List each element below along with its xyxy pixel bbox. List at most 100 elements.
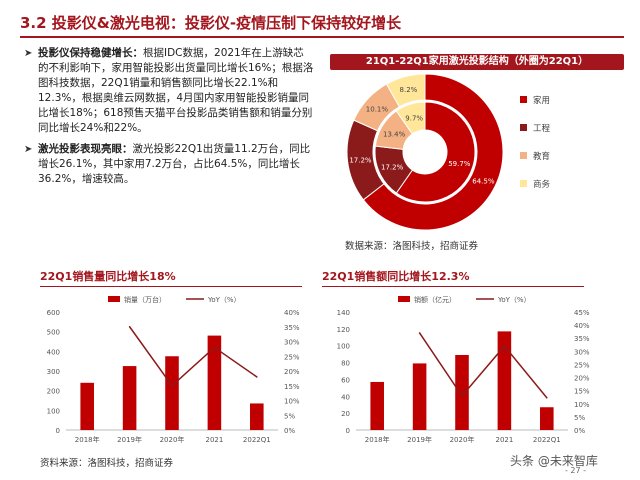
yoy-point <box>256 376 258 378</box>
bullet-heading: 激光投影表现亮眼： <box>38 143 133 155</box>
page-number: - 27 - <box>565 466 587 475</box>
y-tick-label: 0 <box>346 427 350 435</box>
y2-tick-label: 35% <box>574 335 590 343</box>
legend-label: YoY（%） <box>497 296 531 304</box>
y2-tick-label: 30% <box>284 339 300 347</box>
bullet-body: 激光投影22Q1出货量11.2万台，同比增长26.1%，其中家用7.2万台，占比… <box>38 143 311 185</box>
title-divider <box>20 36 624 38</box>
bullet-item: ➤ 激光投影表现亮眼：激光投影22Q1出货量11.2万台，同比增长26.1%，其… <box>24 142 314 187</box>
donut-data-label: 9.7% <box>405 115 423 123</box>
pie-source: 数据来源：洛图科技，招商证券 <box>345 241 479 252</box>
y-tick-label: 100 <box>47 407 60 415</box>
legend-label: 家用 <box>533 95 550 106</box>
y-tick-label: 400 <box>47 348 60 356</box>
legend-swatch-bar <box>108 296 120 302</box>
donut-data-label: 17.2% <box>381 164 404 172</box>
legend-label: 教育 <box>533 151 550 162</box>
y-tick-label: 500 <box>47 329 60 337</box>
bar-2022Q1 <box>540 407 554 430</box>
footer-source: 资料来源：洛图科技，招商证券 <box>40 458 174 469</box>
legend-swatch-bar <box>398 296 410 302</box>
y-tick-label: 200 <box>47 388 60 396</box>
pie-chart-header: 21Q1-22Q1家用激光投影结构（外圈为22Q1） <box>330 54 624 70</box>
legend-label: 商务 <box>533 179 551 190</box>
y-tick-label: 60 <box>341 376 350 384</box>
legend-swatch <box>520 124 527 131</box>
volume-chart-svg: 销量（万台） YoY（%） 0 100 200 300 400 500 600 0% 5% 10% 15… <box>47 295 300 444</box>
y-tick-label: 600 <box>47 309 60 317</box>
x-tick-label: 2021 <box>205 436 223 444</box>
y-tick-label: 100 <box>337 343 350 351</box>
revenue-chart-svg: 销额（亿元） YoY（%） 0 20 40 60 80 100 120 140 0% 5% 10% 15%… <box>337 295 590 444</box>
y2-tick-label: 15% <box>284 383 300 391</box>
donut-data-label: 8.2% <box>400 86 418 94</box>
yoy-point <box>213 346 216 349</box>
y-tick-label: 120 <box>337 326 350 334</box>
x-tick-label: 2019年 <box>117 435 142 444</box>
yoy-line <box>128 326 258 387</box>
donut-slice-商务 <box>385 73 426 108</box>
yoy-point <box>418 332 421 334</box>
legend-label: YoY（%） <box>207 296 241 304</box>
legend-swatch <box>520 180 527 187</box>
y2-tick-label: 30% <box>574 348 590 356</box>
bar-2022Q1 <box>250 403 264 430</box>
yoy-point <box>128 325 131 328</box>
x-tick-label: 2020年 <box>160 435 185 444</box>
donut-slice-家用 <box>395 101 476 203</box>
y-tick-label: 300 <box>47 368 60 376</box>
x-tick-label: 2018年 <box>75 435 100 444</box>
chart-title-volume: 22Q1销售量同比增长18% <box>40 270 176 283</box>
bar-2019年 <box>412 363 427 430</box>
yoy-point <box>461 395 463 397</box>
bar-2019年 <box>122 366 137 430</box>
donut-data-label: 10.1% <box>366 105 389 113</box>
bar-2021 <box>207 335 222 430</box>
bar-2018年 <box>80 382 94 430</box>
pie-chart: 64.5% 17.2% 10.1% 8.2% 59.7% 17.2% 13.4% 9.7% 家用… <box>330 72 624 232</box>
watermark: 头条 @未来智库 <box>510 454 598 468</box>
donut-chart-svg: 64.5% 17.2% 10.1% 8.2% 59.7% 17.2% 13.4% 9.7% 家用… <box>346 73 551 231</box>
bar-2020年 <box>455 354 469 430</box>
chart-divider <box>40 286 302 287</box>
x-tick-label: 2022Q1 <box>243 436 271 444</box>
y-tick-label: 40 <box>341 393 350 401</box>
y2-tick-label: 5% <box>574 414 585 422</box>
y2-tick-label: 20% <box>284 368 300 376</box>
y2-tick-label: 20% <box>574 375 590 383</box>
yoy-point <box>171 384 173 387</box>
bar-2020年 <box>165 356 179 430</box>
arrow-bullet-icon: ➤ <box>24 144 33 155</box>
y2-tick-label: 10% <box>574 401 590 409</box>
legend-label: 销额（亿元） <box>414 295 456 304</box>
bar-2021 <box>497 331 512 430</box>
y-tick-label: 20 <box>341 410 350 418</box>
arrow-bullet-icon: ➤ <box>24 48 33 59</box>
legend-swatch <box>520 152 527 159</box>
bullet-heading: 投影仪保持稳健增长： <box>38 47 143 59</box>
y2-tick-label: 10% <box>284 398 300 406</box>
donut-data-label: 13.4% <box>383 130 406 138</box>
y2-tick-label: 15% <box>574 388 590 396</box>
bullet-item: ➤ 投影仪保持稳健增长：根据IDC数据，2021年在上游缺芯的不利影响下，家用智… <box>24 46 314 136</box>
bullet-list: ➤ 投影仪保持稳健增长：根据IDC数据，2021年在上游缺芯的不利影响下，家用智… <box>24 46 314 193</box>
yoy-point <box>546 396 548 399</box>
x-tick-label: 2018年 <box>365 435 390 444</box>
y2-tick-label: 0% <box>574 427 585 435</box>
page-title: 3.2 投影仪&激光电视：投影仪-疫情压制下保持较好增长 <box>20 14 402 32</box>
yoy-point <box>503 345 506 347</box>
x-tick-label: 2021 <box>495 436 513 444</box>
y2-tick-label: 25% <box>284 353 300 361</box>
bar-2018年 <box>370 381 384 430</box>
y-tick-label: 0 <box>56 427 60 435</box>
chart-divider <box>322 286 584 287</box>
donut-data-label: 17.2% <box>349 157 372 165</box>
y2-tick-label: 25% <box>574 361 590 369</box>
donut-data-label: 64.5% <box>472 178 495 186</box>
y2-tick-label: 5% <box>284 412 295 420</box>
y-tick-label: 140 <box>337 309 350 317</box>
donut-slice-家用 <box>362 73 504 231</box>
legend-swatch <box>520 96 527 103</box>
donut-data-label: 59.7% <box>448 160 471 168</box>
legend-label: 工程 <box>533 124 551 134</box>
